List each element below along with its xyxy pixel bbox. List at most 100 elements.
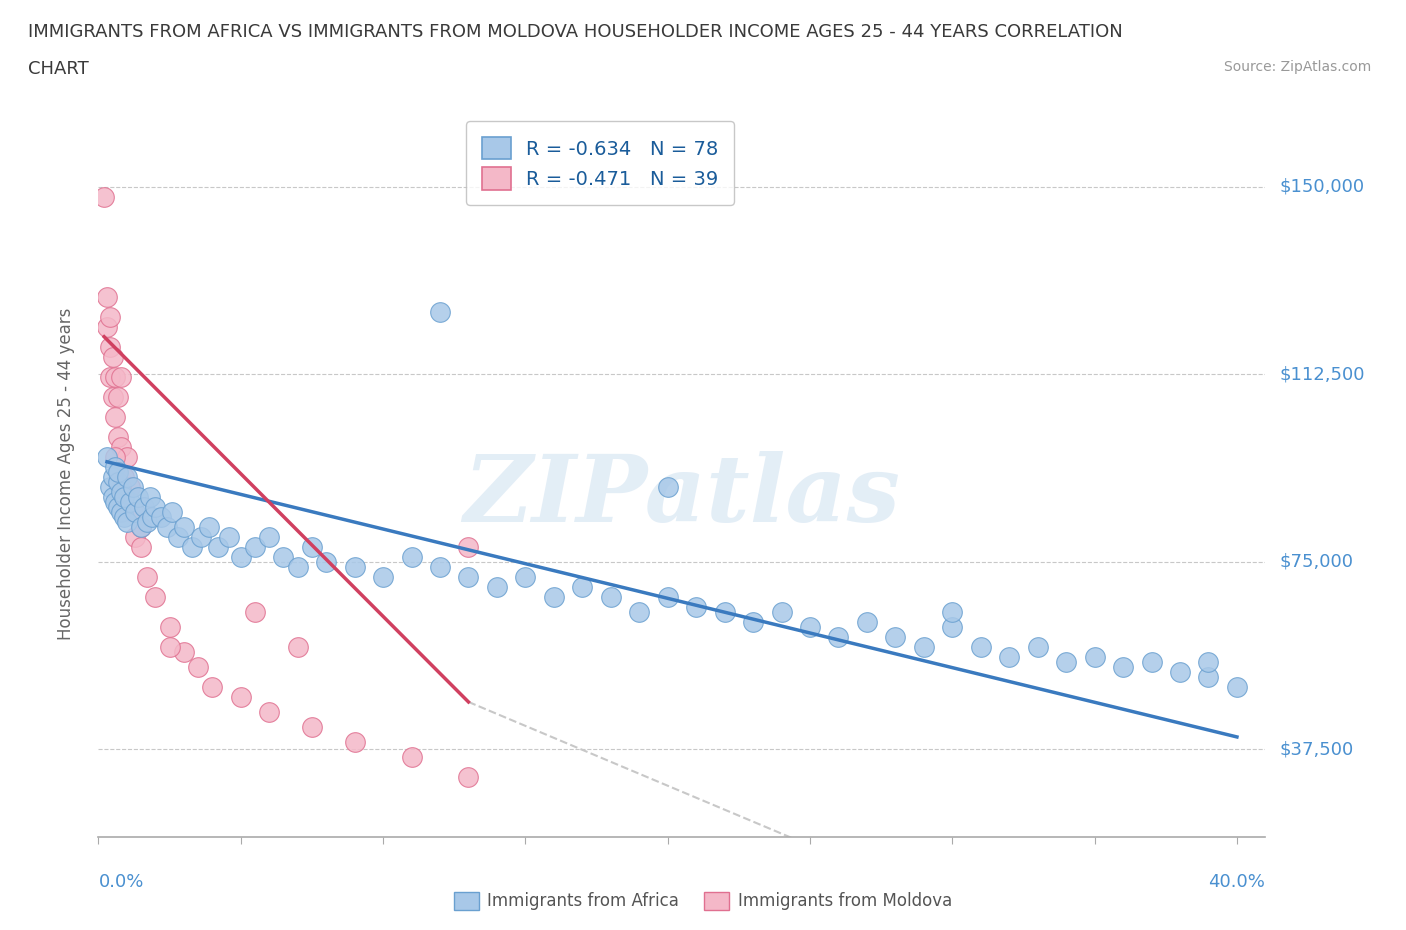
Point [187, 659, 209, 674]
Point [121, 479, 143, 494]
Point [770, 604, 793, 619]
Point [301, 720, 323, 735]
Point [118, 495, 141, 510]
Point [129, 519, 152, 534]
Point [827, 630, 849, 644]
Point [98, 369, 121, 384]
Text: 40.0%: 40.0% [1209, 873, 1265, 891]
Point [167, 529, 190, 544]
Point [1168, 664, 1191, 679]
Point [112, 510, 135, 525]
Point [121, 504, 143, 519]
Point [1198, 670, 1220, 684]
Point [110, 439, 132, 454]
Point [273, 550, 295, 565]
Point [1054, 655, 1077, 670]
Point [315, 554, 337, 569]
Point [287, 640, 309, 655]
Text: $37,500: $37,500 [1279, 740, 1354, 759]
Point [110, 485, 132, 499]
Point [457, 769, 479, 784]
Point [998, 649, 1021, 664]
Point [198, 519, 221, 534]
Point [129, 539, 152, 554]
Text: $75,000: $75,000 [1279, 552, 1354, 571]
Point [799, 619, 821, 634]
Point [115, 470, 138, 485]
Point [101, 350, 124, 365]
Point [1026, 640, 1049, 655]
Point [135, 514, 157, 529]
Point [457, 539, 479, 554]
Point [429, 304, 451, 319]
Point [343, 560, 366, 575]
Point [98, 339, 121, 354]
Point [96, 289, 118, 304]
Point [101, 489, 124, 504]
Point [107, 390, 129, 405]
Text: ZIPatlas: ZIPatlas [464, 451, 900, 541]
Point [401, 550, 423, 565]
Point [104, 495, 127, 510]
Point [173, 644, 195, 659]
Point [124, 529, 146, 544]
Point [856, 615, 879, 630]
Point [657, 479, 679, 494]
Point [96, 319, 118, 334]
Point [138, 489, 160, 504]
Point [107, 464, 129, 479]
Point [129, 519, 152, 534]
Point [401, 750, 423, 764]
Point [143, 499, 166, 514]
Point [181, 539, 204, 554]
Y-axis label: Householder Income Ages 25 - 44 years: Householder Income Ages 25 - 44 years [56, 308, 75, 641]
Point [110, 479, 132, 494]
Point [457, 569, 479, 584]
Point [159, 640, 181, 655]
Point [96, 449, 118, 464]
Point [124, 504, 146, 519]
Point [970, 640, 993, 655]
Point [657, 590, 679, 604]
Point [190, 529, 212, 544]
Point [207, 539, 229, 554]
Point [135, 569, 157, 584]
Point [110, 369, 132, 384]
Point [107, 430, 129, 445]
Point [243, 604, 266, 619]
Point [118, 479, 141, 494]
Text: Source: ZipAtlas.com: Source: ZipAtlas.com [1223, 60, 1371, 74]
Point [115, 449, 138, 464]
Point [742, 615, 765, 630]
Point [941, 619, 963, 634]
Point [107, 499, 129, 514]
Point [156, 519, 179, 534]
Point [93, 189, 115, 204]
Point [912, 640, 935, 655]
Text: $112,500: $112,500 [1279, 365, 1365, 383]
Point [112, 489, 135, 504]
Point [515, 569, 537, 584]
Point [201, 680, 224, 695]
Point [229, 550, 252, 565]
Point [101, 390, 124, 405]
Point [599, 590, 621, 604]
Point [141, 510, 163, 525]
Point [243, 539, 266, 554]
Text: $150,000: $150,000 [1279, 178, 1364, 195]
Point [941, 604, 963, 619]
Point [115, 514, 138, 529]
Text: IMMIGRANTS FROM AFRICA VS IMMIGRANTS FROM MOLDOVA HOUSEHOLDER INCOME AGES 25 - 4: IMMIGRANTS FROM AFRICA VS IMMIGRANTS FRO… [28, 23, 1123, 41]
Point [104, 459, 127, 474]
Text: CHART: CHART [28, 60, 89, 78]
Point [107, 474, 129, 489]
Point [1112, 659, 1135, 674]
Point [104, 369, 127, 384]
Point [112, 470, 135, 485]
Point [132, 499, 155, 514]
Point [1084, 649, 1107, 664]
Point [143, 590, 166, 604]
Point [110, 504, 132, 519]
Point [162, 504, 184, 519]
Point [104, 449, 127, 464]
